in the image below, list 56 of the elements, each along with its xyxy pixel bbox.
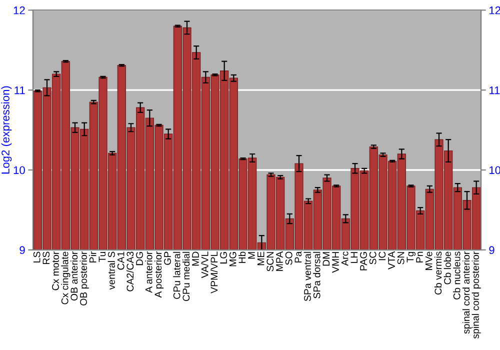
x-tick-label: Tu [98, 252, 106, 262]
y-tick-label: 12 [14, 6, 25, 14]
x-tick-label: GP [164, 252, 171, 265]
x-tick-label: LH [350, 252, 358, 263]
y-tick-label: 9 [20, 246, 25, 254]
x-tick-label: DG [136, 252, 143, 266]
x-tick-label: Arc [341, 252, 348, 266]
x-tick-label: Cx cingulate [61, 252, 70, 304]
x-tick-label: SPa dorsal [313, 252, 320, 298]
x-tick-label: VPM/VPL [210, 252, 218, 294]
x-tick-label: Pir [89, 251, 96, 262]
x-tick-label: DM [322, 252, 330, 266]
x-tick-label: MG [229, 252, 236, 266]
x-tick-label: CA1 [117, 252, 124, 270]
x-tick-label: Pn [416, 252, 423, 262]
x-tick-label: Cx motor [52, 251, 59, 290]
x-tick-label: SCN [266, 252, 274, 272]
x-tick-label: OB posterior [80, 251, 89, 306]
x-tick-label: LG [220, 252, 227, 264]
y-axis-title: Log2 (expression) [1, 86, 12, 174]
x-tick-label: SC [369, 252, 376, 264]
x-tick-label: spinal cord posterior [472, 251, 481, 339]
x-tick-label: ventral S [108, 252, 115, 290]
x-tick-label: A posterior [154, 251, 164, 298]
x-tick-label: PAG [360, 252, 367, 270]
x-tick-label: VTA [388, 251, 395, 270]
x-tick-label: Cb vermis [434, 252, 442, 295]
x-tick-label: MD [192, 252, 199, 266]
x-tick-label: Cb lobe [444, 252, 451, 284]
x-tick-label: SO [285, 252, 292, 265]
x-tick-label: Pa [294, 251, 302, 262]
x-tick-label: IC [378, 252, 386, 260]
x-tick-label: CPu medial [182, 252, 190, 302]
y-tick-label: 10 [14, 166, 25, 174]
x-tick-label: Tg [406, 252, 416, 262]
x-tick-label: MVe [425, 252, 432, 270]
x-tick-label: MPA [276, 251, 283, 271]
y2-tick-label: 9 [489, 246, 494, 254]
x-tick-label: A anterior [145, 251, 152, 293]
x-tick-label: Cb nucleus [453, 252, 460, 300]
x-tick-label: LS [33, 252, 40, 262]
x-tick-label: SN [397, 252, 404, 264]
x-tick-label: CA2/CA3 [126, 252, 134, 292]
x-tick-label: VMH [332, 252, 339, 273]
x-tick-label: M [248, 252, 255, 259]
x-tick-label: ME [257, 252, 264, 266]
y2-tick-label: 12 [489, 6, 500, 14]
y-tick-label: 11 [14, 86, 25, 94]
x-tick-label: spinal cord anterior [462, 251, 472, 334]
x-tick-label: OB anterior [70, 251, 78, 301]
y2-tick-label: 11 [489, 86, 500, 94]
x-tick-label: SPa ventral [304, 252, 311, 302]
x-tick-label: Hb [238, 252, 246, 263]
x-tick-label: CPu lateral [173, 252, 180, 299]
x-tick-label: RS [42, 252, 50, 264]
x-tick-label: VA/VL [201, 252, 208, 278]
